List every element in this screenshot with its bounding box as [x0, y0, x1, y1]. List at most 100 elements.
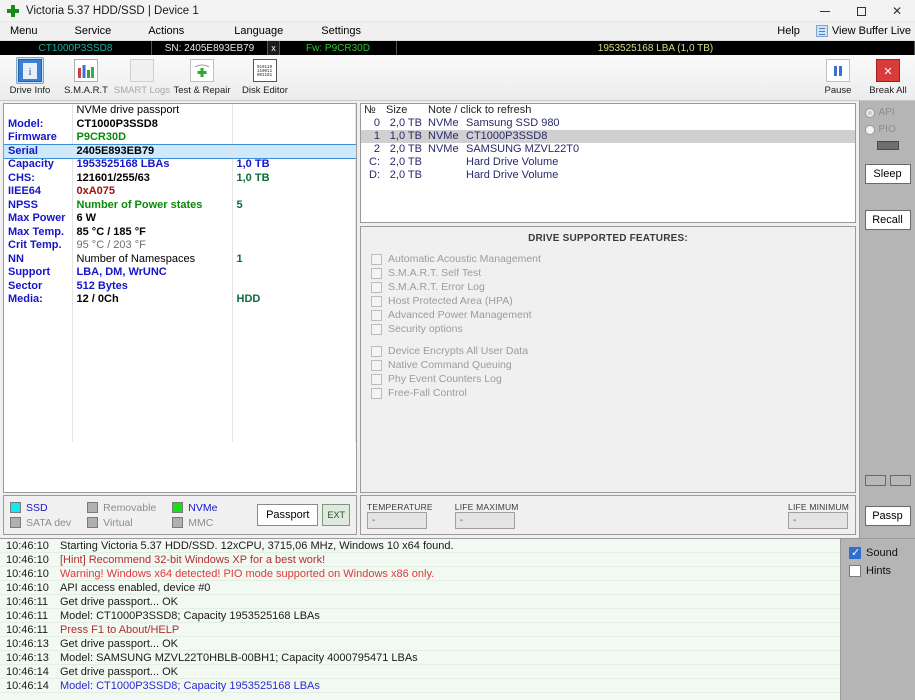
toolbar-button-test-repair[interactable]: Test & Repair — [170, 55, 234, 101]
drive-list-row[interactable]: 2 2,0 TB NVMe SAMSUNG MZVL22T0 — [361, 143, 855, 156]
drive-row-note: Hard Drive Volume — [425, 156, 855, 169]
sata-dev-swatch-icon — [10, 517, 21, 528]
toolbar-button-smart-logs[interactable]: SMART Logs — [114, 55, 170, 101]
passport-row[interactable]: NN Number of Namespaces 1 — [4, 252, 356, 266]
legend-item-ssd[interactable]: SSD — [10, 502, 71, 514]
passport-row-extra — [232, 144, 356, 158]
passport-header-blank — [4, 104, 73, 118]
sound-label: Sound — [866, 547, 898, 559]
recall-button[interactable]: Recall — [864, 210, 911, 230]
drive-col-no: № — [364, 104, 376, 116]
maximize-icon[interactable] — [843, 0, 879, 22]
pause-icon — [824, 57, 852, 84]
menu-item-language[interactable]: Language — [234, 25, 284, 37]
feature-item[interactable]: Advanced Power Management — [371, 308, 845, 322]
passport-row-label: CHS: — [4, 171, 73, 185]
toolbar-button-drive-info[interactable]: i Drive Info — [2, 55, 58, 101]
passport-row[interactable]: Max Temp. 85 °C / 185 °F — [4, 225, 356, 239]
passport-row-extra: 1 — [232, 252, 356, 266]
passport-row[interactable]: CHS: 121601/255/63 1,0 TB — [4, 171, 356, 185]
sound-checkbox-row[interactable]: Sound — [849, 546, 915, 559]
feature-item[interactable]: S.M.A.R.T. Error Log — [371, 280, 845, 294]
legend-item-removable[interactable]: Removable — [87, 502, 156, 514]
drive-list-row[interactable]: 1 1,0 TB NVMe CT1000P3SSD8 — [361, 130, 855, 143]
log-row: 10:46:14 Model: CT1000P3SSD8; Capacity 19… — [0, 679, 840, 693]
log-row: 10:46:10 Starting Victoria 5.37 HDD/SSD. … — [0, 539, 840, 553]
log-options-panel: Sound Hints — [840, 539, 915, 700]
drive-row-no: C: — [369, 156, 380, 168]
drive-row-size: 2,0 TB — [389, 169, 422, 181]
passport-row[interactable]: NPSS Number of Power states 5 — [4, 198, 356, 212]
legend-item-mmc[interactable]: MMC — [172, 517, 217, 529]
menu-item-menu[interactable]: Menu — [10, 25, 38, 37]
passport-header-row: NVMe drive passport — [4, 104, 356, 118]
small-button-2[interactable] — [889, 475, 911, 486]
feature-item[interactable]: S.M.A.R.T. Self Test — [371, 266, 845, 280]
passp-button[interactable]: Passp — [864, 506, 911, 526]
feature-item[interactable]: Native Command Queuing — [371, 358, 845, 372]
life-maximum-value: - — [454, 511, 515, 529]
toolbar-button-break-all[interactable]: ✕ Break All — [863, 55, 913, 101]
minimize-icon[interactable] — [807, 0, 843, 22]
passport-row[interactable]: Firmware P9CR30D — [4, 131, 356, 145]
ext-button[interactable]: EXT — [322, 504, 350, 526]
drive-list-row[interactable]: 0 2,0 TB NVMe Samsung SSD 980 — [361, 117, 855, 130]
passport-row[interactable]: Model: CT1000P3SSD8 — [4, 117, 356, 131]
temperature-value: - — [367, 511, 427, 529]
feature-item[interactable]: Host Protected Area (HPA) — [371, 294, 845, 308]
menu-item-help[interactable]: Help — [777, 25, 800, 37]
passport-row[interactable]: Max Power 6 W — [4, 212, 356, 226]
passport-button[interactable]: Passport — [257, 504, 319, 526]
passport-row[interactable]: Serial 2405E893EB79 — [4, 143, 356, 159]
passport-row[interactable]: Sector 512 Bytes — [4, 279, 356, 293]
log-list[interactable]: 10:46:10 Starting Victoria 5.37 HDD/SSD. … — [0, 539, 840, 700]
drive-row-size: 2,0 TB — [389, 156, 422, 168]
menu-item-actions[interactable]: Actions — [148, 25, 185, 37]
feature-item[interactable]: Automatic Acoustic Management — [371, 252, 845, 266]
passport-row[interactable]: Capacity 1953525168 LBAs 1,0 TB — [4, 158, 356, 172]
passport-row[interactable]: IIEE64 0xA075 — [4, 185, 356, 199]
feature-item[interactable]: Device Encrypts All User Data — [371, 344, 845, 358]
drive-row-size: 2,0 TB — [389, 143, 422, 155]
legend-item-nvme[interactable]: NVMe — [172, 502, 217, 514]
log-timestamp: 10:46:11 — [6, 595, 49, 608]
feature-item[interactable]: Phy Event Counters Log — [371, 372, 845, 386]
drive-list-row[interactable]: D: 2,0 TB Hard Drive Volume — [361, 169, 855, 182]
passport-row-value: LBA, DM, WrUNC — [72, 266, 233, 280]
api-mode-radio[interactable]: API — [864, 107, 911, 118]
drive-row-note: NVMe SAMSUNG MZVL22T0 — [425, 143, 855, 156]
drive-list-row[interactable]: C: 2,0 TB Hard Drive Volume — [361, 156, 855, 169]
view-buffer-live-button[interactable]: View Buffer Live — [815, 25, 911, 37]
drive-col-note[interactable]: Note / click to refresh — [428, 104, 532, 116]
disk-editor-icon: 010110 110011 001101 — [251, 57, 279, 84]
small-button-1[interactable] — [864, 475, 886, 486]
sleep-button[interactable]: Sleep — [864, 164, 911, 184]
hints-label: Hints — [866, 565, 892, 577]
toolbar-button-disk-editor[interactable]: 010110 110011 001101 Disk Editor — [234, 55, 296, 101]
toolbar-button-pause[interactable]: Pause — [813, 55, 863, 101]
passport-row[interactable]: Crit Temp. 95 °C / 203 °F — [4, 239, 356, 253]
passport-filler-row — [4, 401, 356, 415]
log-timestamp: 10:46:13 — [6, 637, 49, 650]
drive-row-model: SAMSUNG MZVL22T0 — [466, 143, 580, 155]
feature-label: S.M.A.R.T. Self Test — [388, 267, 482, 279]
menu-item-service[interactable]: Service — [74, 25, 112, 37]
toolbar-button-smart[interactable]: S.M.A.R.T — [58, 55, 114, 101]
clear-serial-button[interactable]: x — [268, 41, 280, 55]
feature-item[interactable]: Free-Fall Control — [371, 386, 845, 400]
passport-filler-row — [4, 320, 356, 334]
drive-list-panel[interactable]: № Size Note / click to refresh 0 2,0 TB NVMe S… — [360, 103, 856, 223]
test-repair-icon — [188, 57, 216, 84]
hints-checkbox-row[interactable]: Hints — [849, 565, 915, 577]
legend-item-sata-dev[interactable]: SATA dev — [10, 517, 71, 529]
legend-item-virtual[interactable]: Virtual — [87, 517, 156, 529]
menu-item-settings[interactable]: Settings — [321, 25, 361, 37]
feature-item[interactable]: Security options — [371, 322, 845, 336]
pio-mode-radio[interactable]: PIO — [864, 124, 911, 135]
passport-row-extra — [232, 225, 356, 239]
passport-row[interactable]: Support LBA, DM, WrUNC — [4, 266, 356, 280]
status-firmware: Fw: P9CR30D — [280, 41, 397, 55]
close-icon[interactable]: ✕ — [891, 4, 903, 18]
pio-radio-icon — [864, 124, 875, 135]
passport-row[interactable]: Media: 12 / 0Ch HDD — [4, 293, 356, 307]
